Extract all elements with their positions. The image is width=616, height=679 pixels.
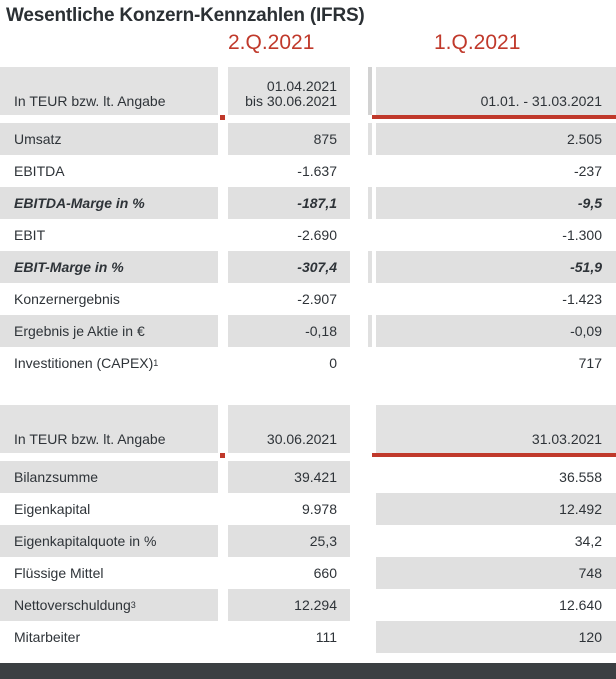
header-current-line1: 01.04.2021 — [266, 78, 337, 94]
table-row: EBITDA -1.637 -237 — [0, 155, 616, 187]
row-value-current: 875 — [228, 123, 350, 155]
right-column-tick — [368, 67, 372, 115]
row-value-prior: -9,5 — [376, 187, 616, 219]
row-value-current: 111 — [315, 629, 337, 645]
block-separator — [0, 379, 616, 405]
table-header-row: In TEUR bzw. lt. Angabe 01.04.2021 bis 3… — [0, 67, 616, 120]
right-column-tick — [368, 187, 372, 219]
header-current-date: 30.06.2021 — [266, 431, 337, 447]
table-row: EBITDA-Marge in % -187,1 -9,5 — [0, 187, 616, 219]
row-label: Mitarbeiter — [14, 629, 81, 645]
table-row: Flüssige Mittel 660 748 — [0, 557, 616, 589]
row-value-current: 39.421 — [228, 461, 350, 493]
row-label: Eigenkapitalquote in % — [0, 525, 218, 557]
row-value-prior: 12.640 — [559, 597, 602, 613]
row-value-current: -2.907 — [297, 291, 337, 307]
red-underline-accent — [372, 453, 616, 457]
red-underline-accent — [372, 115, 616, 119]
row-label: EBITDA — [14, 163, 65, 179]
header-label-cell: In TEUR bzw. lt. Angabe — [0, 405, 218, 453]
table-row: Mitarbeiter 111 120 — [0, 621, 616, 653]
row-value-current: 660 — [313, 565, 337, 581]
table-row: Ergebnis je Aktie in € -0,18 -0,09 — [0, 315, 616, 347]
table-row: Eigenkapitalquote in % 25,3 34,2 — [0, 525, 616, 557]
row-value-prior: 120 — [376, 621, 616, 653]
header-prior-period-cell: 31.03.2021 — [376, 405, 616, 453]
row-value-current: -2.690 — [297, 227, 337, 243]
row-label: Flüssige Mittel — [14, 565, 104, 581]
table-row: Umsatz 875 2.505 — [0, 123, 616, 155]
row-value-prior: -51,9 — [376, 251, 616, 283]
row-label: Eigenkapital — [14, 501, 91, 517]
table-row: EBIT-Marge in % -307,4 -51,9 — [0, 251, 616, 283]
red-marker-square — [220, 453, 225, 458]
row-label: Investitionen (CAPEX) 1 — [14, 355, 159, 371]
row-value-current: 25,3 — [228, 525, 350, 557]
row-value-current: -1.637 — [297, 163, 337, 179]
table-row: Bilanzsumme 39.421 36.558 — [0, 461, 616, 493]
row-label: EBIT-Marge in % — [0, 251, 218, 283]
quarter-heading-row: 2.Q.2021 1.Q.2021 — [0, 29, 616, 67]
table-row: Investitionen (CAPEX) 1 0 717 — [0, 347, 616, 379]
row-value-prior: -1.300 — [562, 227, 602, 243]
row-value-current: -0,18 — [228, 315, 350, 347]
header-current-period-cell: 30.06.2021 — [228, 405, 350, 453]
right-column-tick — [368, 123, 372, 155]
quarter-label-prior: 1.Q.2021 — [434, 31, 521, 54]
table-row: Konzernergebnis -2.907 -1.423 — [0, 283, 616, 315]
row-label: EBIT — [14, 227, 46, 243]
table-row: Eigenkapital 9.978 12.492 — [0, 493, 616, 525]
row-value-current: -307,4 — [228, 251, 350, 283]
row-value-prior: 34,2 — [574, 533, 602, 549]
table-header-row: In TEUR bzw. lt. Angabe 30.06.2021 31.03… — [0, 405, 616, 458]
kpi-table-income: In TEUR bzw. lt. Angabe 01.04.2021 bis 3… — [0, 67, 616, 379]
row-value-prior: 12.492 — [376, 493, 616, 525]
table-row: Nettoverschuldung 3 12.294 12.640 — [0, 589, 616, 621]
row-value-current: 12.294 — [228, 589, 350, 621]
row-value-prior: 2.505 — [376, 123, 616, 155]
row-value-prior: -0,09 — [376, 315, 616, 347]
header-current-line2: bis 30.06.2021 — [245, 93, 337, 109]
right-column-tick — [368, 315, 372, 347]
row-label: EBITDA-Marge in % — [0, 187, 218, 219]
row-value-prior: -1.423 — [562, 291, 602, 307]
bottom-accent-bar — [0, 663, 616, 679]
quarter-label-current: 2.Q.2021 — [228, 31, 315, 54]
row-label: Bilanzsumme — [0, 461, 218, 493]
row-value-current: -187,1 — [228, 187, 350, 219]
header-label-cell: In TEUR bzw. lt. Angabe — [0, 67, 218, 115]
row-label: Konzernergebnis — [14, 291, 120, 307]
row-value-prior: 36.558 — [559, 469, 602, 485]
page-title: Wesentliche Konzern-Kennzahlen (IFRS) — [6, 5, 365, 26]
row-label-text: Investitionen (CAPEX) — [14, 355, 154, 371]
row-label: Ergebnis je Aktie in € — [0, 315, 218, 347]
kpi-table-balance: In TEUR bzw. lt. Angabe 30.06.2021 31.03… — [0, 405, 616, 653]
row-value-current: 9.978 — [301, 501, 337, 517]
table-row: EBIT -2.690 -1.300 — [0, 219, 616, 251]
row-label: Nettoverschuldung 3 — [0, 589, 218, 621]
row-label: Umsatz — [0, 123, 218, 155]
row-value-current: 0 — [329, 355, 337, 371]
right-column-tick — [368, 251, 372, 283]
row-label-text: Nettoverschuldung — [14, 597, 131, 613]
red-marker-square — [220, 115, 225, 120]
header-prior-period-cell: 01.01. - 31.03.2021 — [376, 67, 616, 115]
row-value-prior: 748 — [376, 557, 616, 589]
header-current-period-cell: 01.04.2021 bis 30.06.2021 — [228, 67, 350, 115]
row-value-prior: -237 — [573, 163, 602, 179]
row-value-prior: 717 — [578, 355, 602, 371]
